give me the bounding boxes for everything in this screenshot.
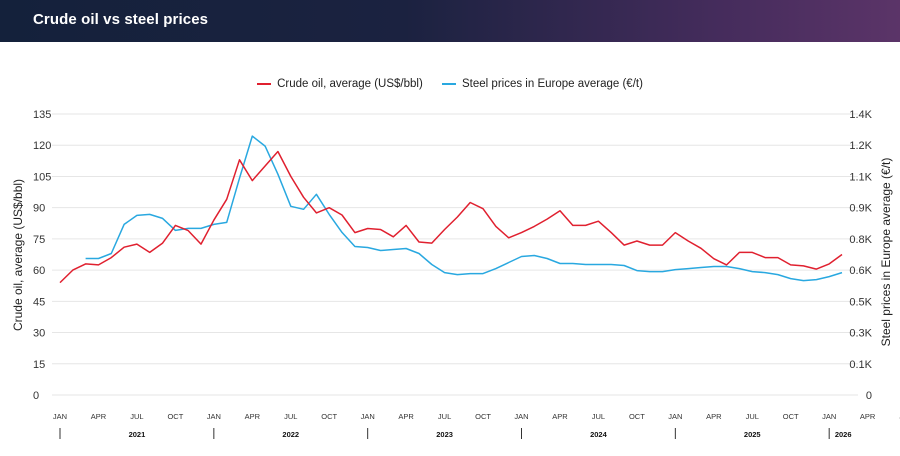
left-tick-label: 75	[33, 234, 45, 246]
x-year-label: 2026	[835, 430, 852, 439]
legend-label-steel: Steel prices in Europe average (€/t)	[462, 78, 643, 90]
left-axis-title: Crude oil, average (US$/bbl)	[11, 179, 25, 331]
x-tick-label: APR	[706, 412, 722, 421]
x-year-label: 2022	[282, 430, 299, 439]
legend-swatch-steel	[442, 83, 457, 85]
left-tick-label: 15	[33, 359, 45, 371]
right-tick-label: 1.1K	[849, 171, 872, 183]
x-tick-label: APR	[552, 412, 568, 421]
left-tick-label: 30	[33, 328, 45, 340]
x-tick-label: JAN	[668, 412, 682, 421]
x-tick-label: JAN	[53, 412, 67, 421]
left-axis-ticks: 0 15 30 45 60 75 90 105 120 135	[33, 109, 51, 402]
left-tick-label: 105	[33, 171, 51, 183]
legend-item-oil[interactable]: Crude oil, average (US$/bbl)	[257, 78, 423, 90]
x-tick-label: JAN	[822, 412, 836, 421]
right-tick-label: 0.8K	[849, 234, 872, 246]
right-tick-label: 0.9K	[849, 203, 872, 215]
x-tick-label: APR	[860, 412, 876, 421]
legend-swatch-oil	[257, 83, 272, 85]
x-tick-label: JAN	[514, 412, 528, 421]
x-tick-label: APR	[245, 412, 261, 421]
chart-legend: Crude oil, average (US$/bbl) Steel price…	[0, 76, 900, 92]
left-tick-label: 60	[33, 265, 45, 277]
x-year-label: 2024	[590, 430, 608, 439]
oil-price-line	[59, 150, 843, 284]
x-tick-label: OCT	[783, 412, 799, 421]
x-tick-label: JUL	[130, 412, 143, 421]
x-year-label: 2025	[744, 430, 761, 439]
left-tick-label: 135	[33, 109, 51, 121]
x-tick-label: APR	[91, 412, 107, 421]
x-tick-label: OCT	[167, 412, 183, 421]
left-tick-label: 0	[33, 390, 39, 402]
x-year-label: 2021	[129, 430, 146, 439]
chart-title: Crude oil vs steel prices	[33, 11, 209, 28]
x-tick-label: JUL	[438, 412, 451, 421]
legend-item-steel[interactable]: Steel prices in Europe average (€/t)	[442, 78, 643, 90]
steel-price-line	[85, 135, 843, 282]
x-tick-label: JUL	[284, 412, 297, 421]
legend-label-oil: Crude oil, average (US$/bbl)	[277, 78, 423, 90]
right-tick-label: 0.1K	[849, 359, 872, 371]
right-tick-label: 1.4K	[849, 109, 872, 121]
chart-header: Crude oil vs steel prices	[0, 0, 900, 42]
gridlines	[52, 113, 858, 396]
x-tick-label: OCT	[321, 412, 337, 421]
left-tick-label: 120	[33, 140, 51, 152]
x-axis: JAN APR JUL OCT JAN APR JUL OCT JAN APR JUL OCT JAN A…	[53, 412, 900, 439]
left-tick-label: 90	[33, 203, 45, 215]
right-tick-label: 1.2K	[849, 140, 872, 152]
right-axis-title: Steel prices in Europe average (€/t)	[879, 158, 893, 347]
series-lines	[59, 135, 843, 284]
x-tick-label: JAN	[207, 412, 221, 421]
x-tick-label: JUL	[592, 412, 605, 421]
left-tick-label: 45	[33, 296, 45, 308]
right-tick-label: 0.6K	[849, 265, 872, 277]
right-tick-label: 0	[866, 390, 872, 402]
right-tick-label: 0.5K	[849, 296, 872, 308]
right-tick-label: 0.3K	[849, 328, 872, 340]
x-tick-label: OCT	[629, 412, 645, 421]
x-tick-label: JAN	[361, 412, 375, 421]
x-tick-label: APR	[398, 412, 414, 421]
x-tick-label: OCT	[475, 412, 491, 421]
right-axis-ticks: 0 0.1K 0.3K 0.5K 0.6K 0.8K 0.9K 1.1K 1.2K 1.4K	[849, 109, 872, 402]
x-tick-label: JUL	[746, 412, 759, 421]
x-year-label: 2023	[436, 430, 453, 439]
